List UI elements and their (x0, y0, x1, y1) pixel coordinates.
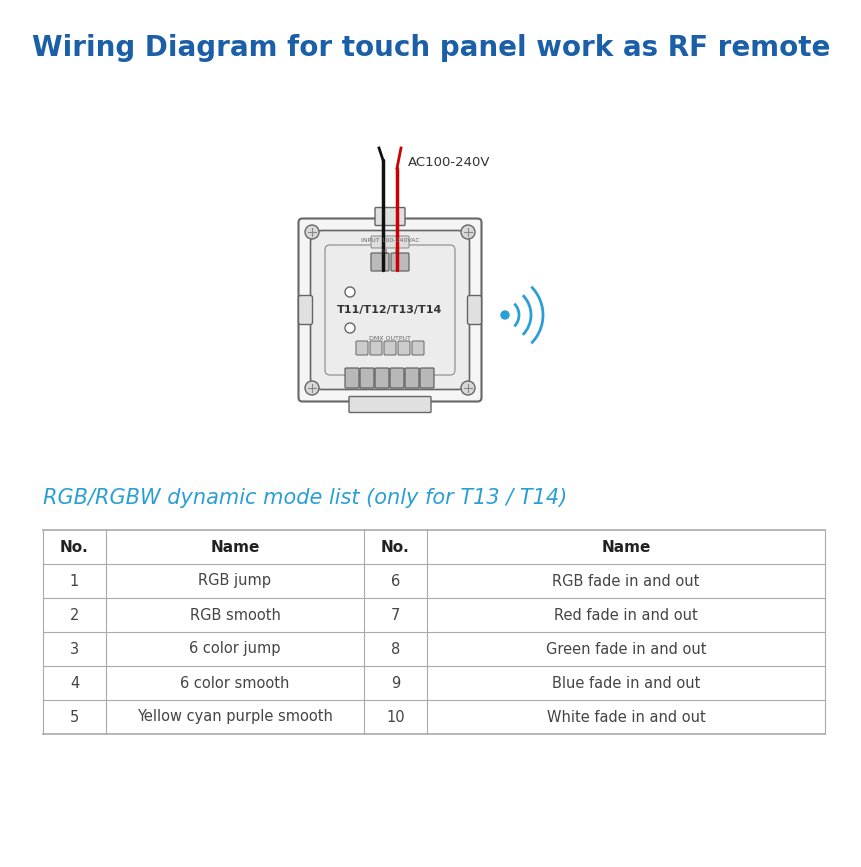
FancyBboxPatch shape (375, 368, 388, 388)
Text: AC100-240V: AC100-240V (407, 157, 490, 170)
Text: 8: 8 (390, 642, 400, 656)
Circle shape (344, 323, 355, 333)
Text: 7: 7 (390, 608, 400, 623)
Text: 2: 2 (70, 608, 79, 623)
Circle shape (305, 225, 319, 239)
FancyBboxPatch shape (383, 341, 395, 355)
FancyBboxPatch shape (375, 207, 405, 225)
Text: T11/T12/T13/T14: T11/T12/T13/T14 (337, 305, 443, 315)
Text: N: N (381, 249, 387, 255)
Text: 6 color smooth: 6 color smooth (180, 675, 289, 690)
Text: 6 color jump: 6 color jump (189, 642, 281, 656)
Circle shape (461, 225, 474, 239)
FancyBboxPatch shape (349, 396, 430, 413)
Circle shape (500, 311, 508, 319)
FancyBboxPatch shape (467, 296, 481, 324)
Text: 9: 9 (390, 675, 400, 690)
Text: Green fade in and out: Green fade in and out (545, 642, 705, 656)
Circle shape (344, 287, 355, 297)
FancyBboxPatch shape (370, 253, 388, 271)
FancyBboxPatch shape (325, 245, 455, 375)
FancyBboxPatch shape (412, 341, 424, 355)
Text: 6: 6 (390, 573, 400, 589)
Text: RGB/RGBW dynamic mode list (only for T13 / T14): RGB/RGBW dynamic mode list (only for T13… (43, 488, 567, 508)
Text: Name: Name (210, 539, 259, 555)
FancyBboxPatch shape (398, 341, 410, 355)
Text: 5: 5 (70, 709, 79, 725)
FancyBboxPatch shape (419, 368, 433, 388)
Text: Blue fade in and out: Blue fade in and out (551, 675, 699, 690)
FancyBboxPatch shape (360, 368, 374, 388)
Text: White fade in and out: White fade in and out (546, 709, 704, 725)
Text: INPUT 100-240VAC: INPUT 100-240VAC (360, 238, 419, 243)
Text: RGB smooth: RGB smooth (189, 608, 280, 623)
Text: RGB fade in and out: RGB fade in and out (552, 573, 699, 589)
Circle shape (305, 381, 319, 395)
Text: Wiring Diagram for touch panel work as RF remote: Wiring Diagram for touch panel work as R… (32, 34, 829, 62)
Circle shape (461, 381, 474, 395)
Text: RGB jump: RGB jump (198, 573, 271, 589)
FancyBboxPatch shape (370, 236, 408, 248)
FancyBboxPatch shape (344, 368, 358, 388)
Text: Red fade in and out: Red fade in and out (554, 608, 697, 623)
Text: DMX OUTPUT: DMX OUTPUT (369, 336, 411, 341)
FancyBboxPatch shape (298, 218, 481, 401)
Text: 10: 10 (386, 709, 405, 725)
Text: No.: No. (60, 539, 89, 555)
Text: 4: 4 (70, 675, 79, 690)
FancyBboxPatch shape (405, 368, 418, 388)
Text: 1: 1 (70, 573, 79, 589)
FancyBboxPatch shape (369, 341, 381, 355)
Text: 3: 3 (70, 642, 79, 656)
FancyBboxPatch shape (389, 368, 404, 388)
FancyBboxPatch shape (310, 231, 469, 389)
Text: Name: Name (601, 539, 650, 555)
Text: Yellow cyan purple smooth: Yellow cyan purple smooth (137, 709, 332, 725)
FancyBboxPatch shape (391, 253, 408, 271)
FancyBboxPatch shape (298, 296, 313, 324)
FancyBboxPatch shape (356, 341, 368, 355)
Text: No.: No. (381, 539, 409, 555)
Text: L: L (393, 249, 398, 255)
